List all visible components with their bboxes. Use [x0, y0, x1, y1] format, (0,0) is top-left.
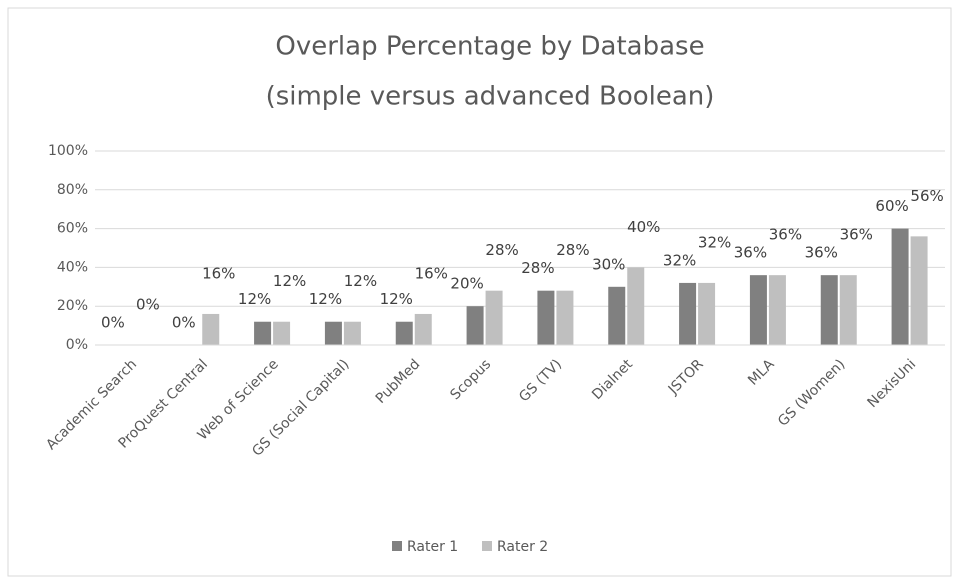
bar — [820, 275, 838, 345]
data-label: 16% — [202, 264, 235, 282]
data-label: 16% — [415, 264, 448, 282]
data-label: 36% — [805, 244, 838, 262]
bar — [466, 306, 484, 345]
bar — [556, 290, 574, 345]
y-tick-label: 60% — [57, 221, 88, 237]
data-label: 40% — [627, 218, 660, 236]
bar — [395, 321, 413, 345]
data-label: 12% — [380, 290, 413, 308]
chart-title: Overlap Percentage by Database — [275, 32, 704, 62]
data-label: 0% — [136, 296, 160, 314]
data-label: 36% — [769, 226, 802, 244]
chart-frame — [7, 7, 952, 577]
y-tick-label: 80% — [57, 182, 88, 198]
data-label: 28% — [556, 241, 589, 259]
data-label: 28% — [485, 241, 518, 259]
data-label: 0% — [101, 314, 125, 332]
data-label: 60% — [875, 197, 908, 215]
bar — [768, 275, 786, 345]
legend-label: Rater 2 — [497, 539, 548, 555]
data-label: 20% — [450, 275, 483, 293]
data-label: 12% — [344, 272, 377, 290]
data-label: 36% — [734, 244, 767, 262]
chart-subtitle: (simple versus advanced Boolean) — [266, 82, 715, 112]
y-tick-label: 40% — [57, 259, 88, 275]
data-label: 12% — [273, 272, 306, 290]
y-tick-label: 20% — [57, 298, 88, 314]
bar — [891, 228, 909, 345]
data-label: 12% — [238, 290, 271, 308]
bar — [343, 321, 361, 345]
data-label: 36% — [840, 226, 873, 244]
data-label: 0% — [172, 314, 196, 332]
bar — [324, 321, 342, 345]
bar — [910, 236, 928, 345]
bar — [485, 290, 503, 345]
bar — [627, 267, 645, 345]
bar — [537, 290, 555, 345]
data-label: 56% — [910, 187, 943, 205]
y-tick-label: 100% — [48, 143, 88, 159]
bar — [839, 275, 857, 345]
y-tick-label: 0% — [66, 337, 88, 353]
bar — [608, 286, 626, 345]
bar — [679, 282, 697, 345]
legend-swatch — [482, 541, 492, 551]
bar — [414, 313, 432, 345]
data-label: 12% — [309, 290, 342, 308]
data-label: 28% — [521, 259, 554, 277]
bar — [749, 275, 767, 345]
bar — [254, 321, 272, 345]
data-label: 32% — [663, 251, 696, 269]
bar — [202, 313, 220, 345]
legend-label: Rater 1 — [407, 539, 458, 555]
bar — [273, 321, 291, 345]
legend-swatch — [392, 541, 402, 551]
bar — [698, 282, 716, 345]
data-label: 30% — [592, 255, 625, 273]
data-label: 32% — [698, 233, 731, 251]
